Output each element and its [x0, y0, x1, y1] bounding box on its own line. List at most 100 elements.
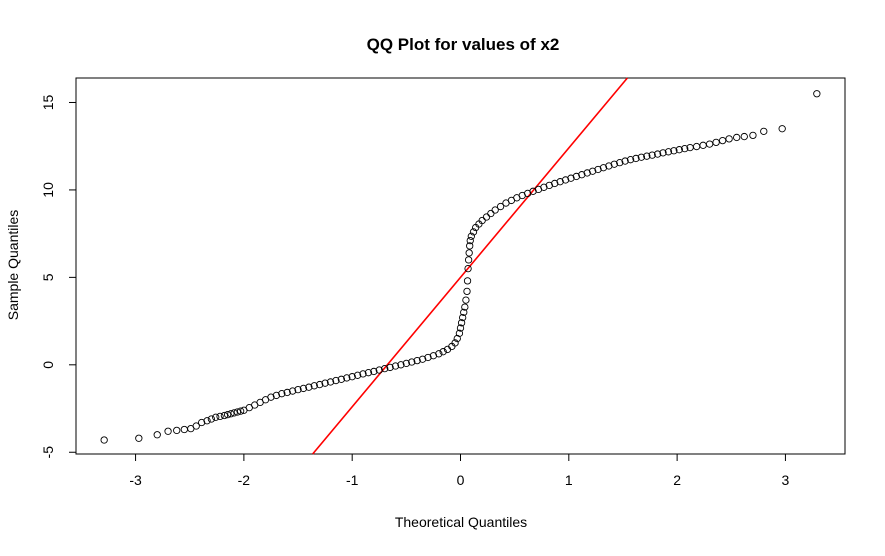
data-point: [610, 160, 618, 168]
data-point: [760, 127, 768, 135]
data-point: [464, 256, 473, 264]
y-tick-label: 5: [40, 273, 56, 281]
data-point: [267, 393, 275, 401]
data-point: [465, 249, 473, 257]
data-point: [397, 361, 405, 369]
data-point: [551, 179, 559, 188]
data-point: [457, 319, 466, 327]
data-point: [424, 353, 432, 362]
data-point: [353, 371, 362, 379]
data-point: [418, 355, 427, 363]
data-point: [572, 172, 581, 181]
data-point: [648, 151, 656, 159]
data-point: [100, 436, 108, 444]
data-point: [337, 375, 346, 383]
data-point: [233, 408, 242, 416]
data-point: [294, 385, 302, 394]
data-point: [643, 152, 651, 160]
data-point: [778, 125, 786, 133]
data-point: [391, 362, 400, 370]
data-point: [583, 169, 591, 177]
data-point: [681, 145, 689, 153]
data-point: [288, 387, 297, 395]
data-point: [364, 369, 373, 377]
y-axis-title: Sample Quantiles: [5, 210, 21, 321]
data-point: [487, 209, 495, 218]
data-point: [699, 141, 707, 149]
points-layer: [100, 90, 821, 444]
data-point: [653, 150, 662, 158]
data-point: [375, 366, 383, 374]
data-point: [135, 434, 143, 442]
data-point: [348, 373, 356, 381]
data-point: [180, 425, 188, 434]
data-point: [567, 174, 575, 182]
data-point: [463, 277, 472, 285]
data-point: [381, 365, 389, 373]
data-point: [496, 202, 505, 211]
x-tick-label: 3: [782, 472, 790, 488]
data-point: [594, 165, 602, 174]
data-point: [491, 206, 499, 214]
data-point: [813, 90, 821, 98]
data-point: [439, 348, 447, 356]
x-tick-label: -2: [238, 472, 251, 488]
data-point: [626, 156, 635, 164]
data-point: [740, 132, 748, 141]
data-point: [632, 154, 640, 163]
data-point: [212, 413, 220, 421]
data-point: [455, 329, 464, 337]
data-point: [197, 418, 206, 427]
data-point: [462, 296, 470, 304]
data-point: [605, 162, 613, 170]
data-point: [332, 376, 340, 385]
data-point: [456, 324, 465, 332]
data-point: [310, 382, 318, 390]
x-axis: -3 -2 -1 0 1 2 3: [129, 453, 790, 488]
data-point: [223, 411, 232, 419]
data-point: [637, 153, 646, 161]
data-point: [413, 356, 421, 365]
data-point: [216, 412, 224, 421]
data-point: [343, 374, 351, 382]
data-point: [692, 142, 701, 151]
data-point: [272, 391, 281, 400]
data-point: [386, 363, 394, 372]
data-point: [283, 388, 291, 397]
data-point: [664, 148, 673, 156]
chart-title: QQ Plot for values of x2: [367, 35, 560, 54]
data-point: [164, 427, 172, 435]
data-point: [460, 308, 468, 316]
data-point: [230, 409, 238, 417]
plot-frame: [75, 77, 846, 455]
data-point: [173, 426, 181, 435]
x-tick-label: 0: [457, 472, 465, 488]
data-point: [192, 422, 200, 430]
data-point: [659, 149, 667, 157]
data-point: [203, 417, 211, 425]
data-point: [616, 158, 624, 167]
data-point: [220, 411, 229, 420]
y-tick-label: 15: [40, 94, 56, 110]
data-point: [321, 379, 329, 387]
data-point: [705, 140, 714, 148]
data-point: [466, 236, 474, 245]
data-point: [749, 131, 757, 140]
x-tick-label: -1: [346, 472, 359, 488]
data-point: [227, 410, 235, 418]
data-point: [326, 378, 335, 386]
data-point: [370, 367, 378, 376]
x-axis-title: Theoretical Quantiles: [395, 514, 527, 530]
data-point: [278, 390, 286, 398]
data-point: [451, 339, 459, 347]
x-tick-label: -3: [129, 472, 142, 488]
data-point: [675, 146, 683, 154]
data-point: [712, 138, 720, 147]
data-point: [482, 213, 491, 221]
data-point: [733, 133, 741, 142]
y-tick-label: 0: [40, 361, 56, 369]
data-point: [305, 383, 313, 391]
data-point: [464, 264, 472, 273]
